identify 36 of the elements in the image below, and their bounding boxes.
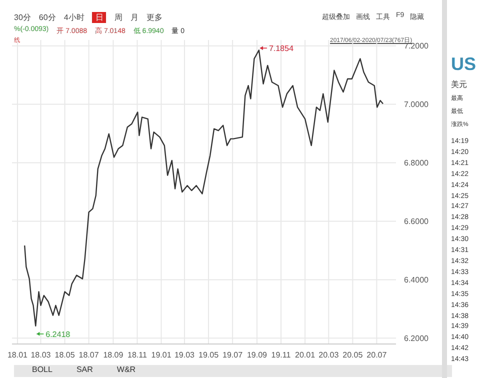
text: 美元 <box>451 79 468 90</box>
x-tick-label: 19.09 <box>246 350 268 360</box>
text: SAR <box>76 365 93 376</box>
x-tick-label: 18.03 <box>30 350 52 360</box>
x-tick-label: 19.01 <box>151 350 172 360</box>
text: 月 <box>130 12 138 23</box>
y-tick-label: 7.0000 <box>404 100 430 110</box>
annotation: 7.1854 <box>268 44 294 54</box>
text: 周 <box>114 12 122 23</box>
text: 更多 <box>146 12 162 23</box>
x-tick-label: 19.03 <box>174 350 196 360</box>
y-tick-label: 6.8000 <box>404 158 430 168</box>
annotation: 6.2418 <box>46 330 71 339</box>
text: 30分 <box>14 12 31 23</box>
x-tick-label: 18.01 <box>8 350 28 360</box>
y-tick-label: 6.4000 <box>404 276 430 285</box>
x-tick-label: 20.07 <box>366 350 388 360</box>
line-series <box>24 50 384 327</box>
x-tick-label: 20.01 <box>295 350 316 360</box>
text: US <box>451 54 478 75</box>
text: 4小时 <box>64 12 84 23</box>
text: 日 <box>92 12 106 23</box>
x-tick-label: 18.05 <box>54 350 76 360</box>
x-tick-label: 19.05 <box>198 350 220 360</box>
x-tick-label: 20.05 <box>342 350 364 360</box>
x-tick-label: 18.11 <box>128 350 148 360</box>
x-tick-label: 19.11 <box>271 350 292 360</box>
text: W&R <box>116 365 136 376</box>
x-tick-label: 20.03 <box>318 350 340 360</box>
y-tick-label: 6.6000 <box>404 217 430 226</box>
x-tick-label: 19.07 <box>222 350 244 360</box>
text: BOLL <box>32 365 52 376</box>
text: 60分 <box>38 12 56 23</box>
x-tick-label: 18.09 <box>103 350 124 360</box>
y-tick-label: 6.2000 <box>404 334 430 343</box>
x-tick-label: 18.07 <box>78 350 100 360</box>
